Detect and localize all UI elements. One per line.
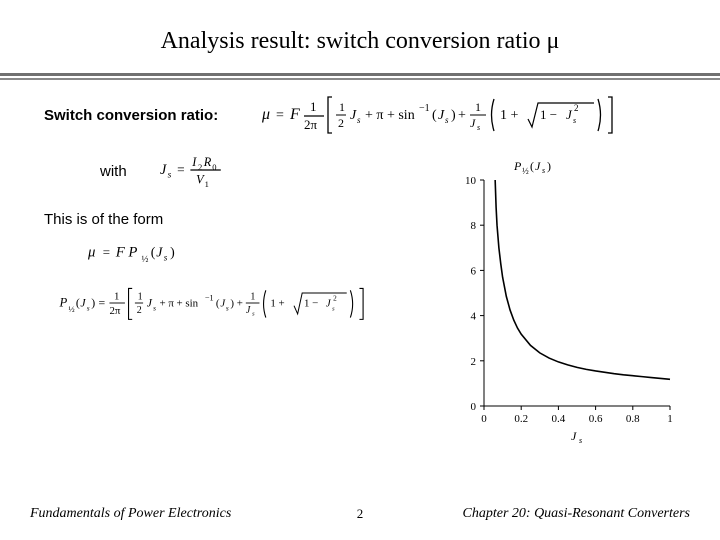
svg-text:0.4: 0.4: [552, 413, 566, 425]
svg-text:1: 1: [114, 290, 119, 302]
svg-text:2: 2: [574, 103, 579, 113]
svg-text:J: J: [535, 159, 541, 173]
svg-text:1: 1: [250, 291, 255, 302]
footer-left: Fundamentals of Power Electronics: [30, 506, 231, 522]
svg-text:(: (: [432, 108, 437, 123]
svg-text:R: R: [203, 155, 212, 169]
svg-text:J: J: [438, 108, 445, 123]
svg-text:s: s: [87, 304, 90, 312]
svg-text:s: s: [164, 252, 168, 262]
svg-text:1: 1: [138, 291, 143, 302]
svg-text:0.8: 0.8: [626, 413, 640, 425]
svg-text:1 +: 1 +: [270, 298, 284, 310]
svg-text:0: 0: [481, 413, 487, 425]
svg-text:s: s: [542, 166, 545, 175]
svg-text:½: ½: [142, 254, 149, 264]
svg-text:+ π + sin: + π + sin: [365, 108, 415, 123]
svg-text:1 −: 1 −: [304, 298, 318, 310]
svg-text:J: J: [147, 296, 153, 310]
formula-main: μ = F 1 2π 1 2 J s + π + sin −1 ( J s ) …: [262, 91, 642, 137]
svg-text:1: 1: [475, 100, 481, 114]
svg-text:8: 8: [471, 220, 477, 232]
svg-text:2: 2: [137, 305, 142, 316]
svg-text:s: s: [579, 436, 582, 445]
svg-text:4: 4: [471, 311, 477, 323]
svg-text:J: J: [246, 305, 251, 316]
svg-text:2: 2: [333, 294, 337, 302]
svg-text:1: 1: [667, 413, 673, 425]
content-area: Switch conversion ratio: μ = F 1 2π 1 2 …: [0, 83, 720, 101]
formula-mu: μ = F P ½ ( J s ): [88, 237, 208, 267]
svg-text:s: s: [168, 171, 172, 181]
page-title: Analysis result: switch conversion ratio…: [0, 0, 720, 55]
svg-text:J: J: [80, 296, 86, 310]
svg-text:1 +: 1 +: [500, 108, 519, 123]
svg-text:s: s: [573, 116, 576, 125]
svg-text:J: J: [470, 116, 476, 130]
footer-page-number: 2: [357, 506, 364, 522]
svg-text:6: 6: [471, 265, 477, 277]
svg-text:(: (: [216, 298, 220, 310]
svg-text:1: 1: [205, 179, 209, 189]
svg-text:): ): [547, 159, 551, 173]
svg-text:μ: μ: [262, 106, 270, 123]
svg-text:1: 1: [339, 100, 345, 114]
svg-text:J: J: [566, 107, 573, 122]
svg-text:−1: −1: [419, 103, 430, 114]
svg-text:=: =: [177, 162, 185, 177]
svg-text:F: F: [289, 106, 300, 123]
svg-text:1 −: 1 −: [540, 107, 557, 122]
label-switch-ratio: Switch conversion ratio:: [44, 107, 218, 124]
svg-text:): ): [170, 245, 175, 261]
svg-text:10: 10: [465, 175, 477, 187]
svg-text:P: P: [58, 296, 67, 310]
svg-text:s: s: [252, 311, 255, 318]
svg-text:0.6: 0.6: [589, 413, 603, 425]
chart-p-half-js: P½(Js)024681000.20.40.60.81Js: [450, 158, 680, 448]
svg-text:0.2: 0.2: [514, 413, 528, 425]
svg-text:+ π + sin: + π + sin: [159, 298, 198, 310]
svg-text:F P: F P: [115, 245, 138, 261]
svg-text:): ): [230, 298, 234, 310]
svg-text:2π: 2π: [109, 305, 120, 317]
svg-text:J: J: [350, 108, 357, 123]
svg-text:s: s: [445, 115, 449, 125]
svg-text:+: +: [458, 108, 466, 123]
svg-text:): ): [451, 108, 456, 123]
svg-text:=: =: [99, 296, 106, 310]
svg-text:½: ½: [522, 166, 529, 176]
label-this-is-form: This is of the form: [44, 211, 163, 228]
svg-text:2π: 2π: [304, 117, 318, 132]
svg-text:=: =: [103, 245, 110, 260]
svg-text:J: J: [156, 245, 163, 260]
formula-js: J s = I 2 R 0 V 1: [160, 151, 255, 189]
svg-text:(: (: [151, 245, 156, 261]
svg-text:+: +: [237, 298, 243, 310]
svg-text:½: ½: [69, 305, 75, 314]
svg-text:s: s: [357, 115, 361, 125]
svg-text:1: 1: [310, 99, 317, 114]
svg-text:0: 0: [471, 401, 477, 413]
label-with: with: [100, 163, 127, 180]
svg-text:−1: −1: [205, 293, 214, 302]
footer-right: Chapter 20: Quasi-Resonant Converters: [463, 506, 690, 522]
svg-text:2: 2: [471, 356, 477, 368]
svg-text:s: s: [332, 305, 335, 312]
svg-text:P: P: [513, 159, 522, 173]
svg-text:): ): [91, 296, 95, 310]
svg-text:=: =: [276, 108, 284, 123]
svg-text:s: s: [153, 304, 156, 312]
svg-text:J: J: [571, 429, 577, 443]
svg-text:(: (: [76, 296, 80, 310]
svg-text:s: s: [226, 304, 229, 312]
svg-text:μ: μ: [88, 245, 95, 261]
svg-text:2: 2: [338, 116, 344, 130]
svg-text:J: J: [326, 298, 332, 310]
formula-p: P ½ ( J s ) = 1 2π 1 2 J s + π + sin −1 …: [44, 283, 384, 323]
svg-text:I: I: [191, 155, 197, 169]
svg-text:s: s: [477, 123, 480, 132]
svg-text:(: (: [530, 159, 534, 173]
svg-text:J: J: [160, 162, 167, 178]
horizontal-rule: [0, 73, 720, 83]
